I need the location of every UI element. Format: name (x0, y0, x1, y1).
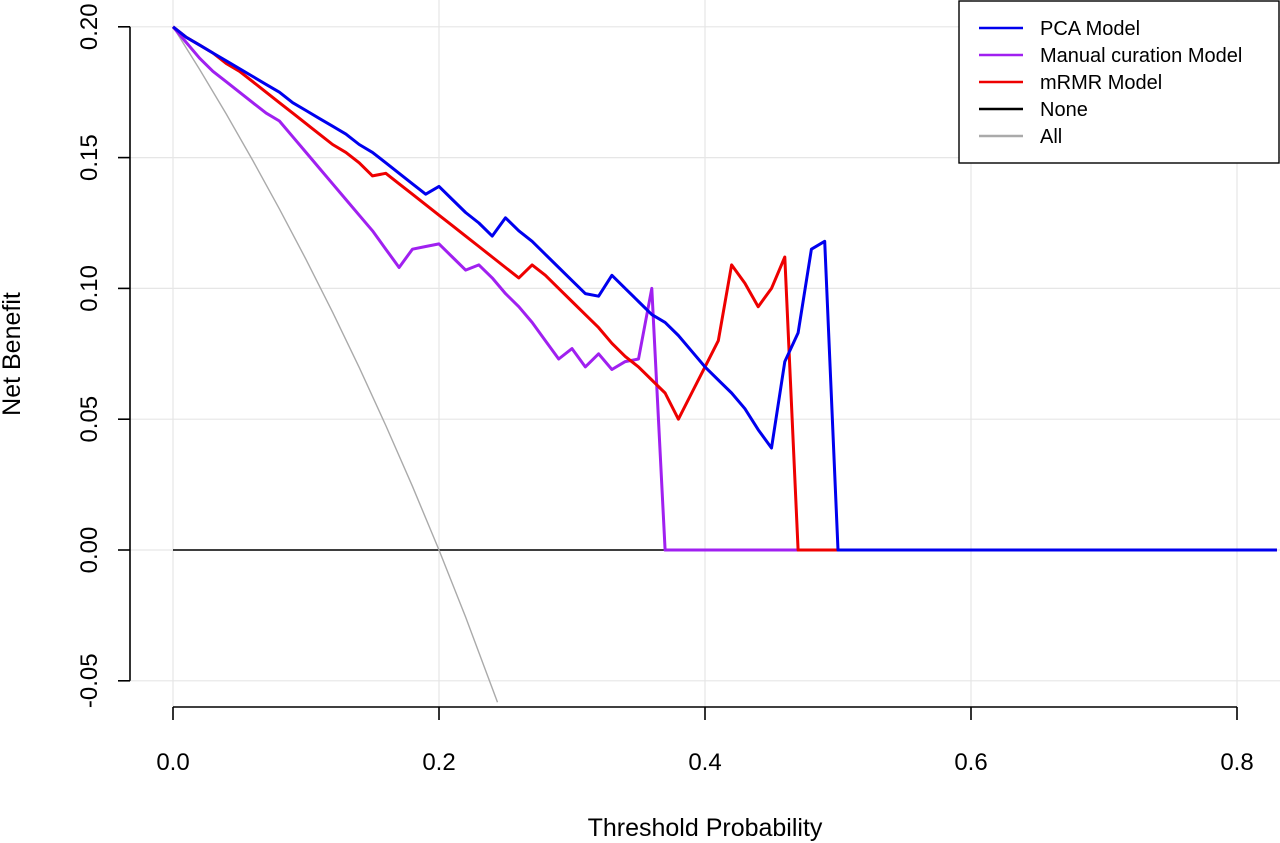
y-tick-label: 0.00 (76, 527, 103, 574)
y-tick-label: 0.05 (76, 396, 103, 443)
legend-label-pca-model: PCA Model (1040, 18, 1140, 40)
x-tick-label: 0.4 (688, 749, 721, 776)
x-tick-label: 0.0 (156, 749, 189, 776)
series-line-pca-model (172, 25, 1277, 552)
y-tick-label: -0.05 (76, 653, 103, 708)
y-tick-label: 0.15 (76, 134, 103, 181)
x-tick-label: 0.2 (422, 749, 455, 776)
y-tick-label: 0.20 (76, 3, 103, 50)
legend-label-mrmr-model: mRMR Model (1040, 72, 1162, 94)
y-tick-label: 0.10 (76, 265, 103, 312)
axes: -0.05 0.00 0.05 0.10 0.15 0.20 0.0 0.2 0.4 0.6 0.8 (76, 3, 1254, 776)
x-axis-title: Threshold Probability (588, 814, 823, 842)
legend-label-none: None (1040, 99, 1088, 121)
legend-label-manual-curation-model: Manual curation Model (1040, 45, 1242, 67)
legend: PCA Model Manual curation Model mRMR Model… (958, 0, 1280, 164)
series-line-mrmr-model (172, 25, 1277, 552)
legend-label-all: All (1040, 126, 1062, 148)
x-tick-label: 0.6 (954, 749, 987, 776)
x-tick-label: 0.8 (1220, 749, 1253, 776)
series-line-all (172, 26, 499, 703)
y-axis-title: Net Benefit (0, 292, 26, 416)
series-lines (171, 25, 1277, 703)
series-line-manual-curation-model (171, 25, 1277, 552)
